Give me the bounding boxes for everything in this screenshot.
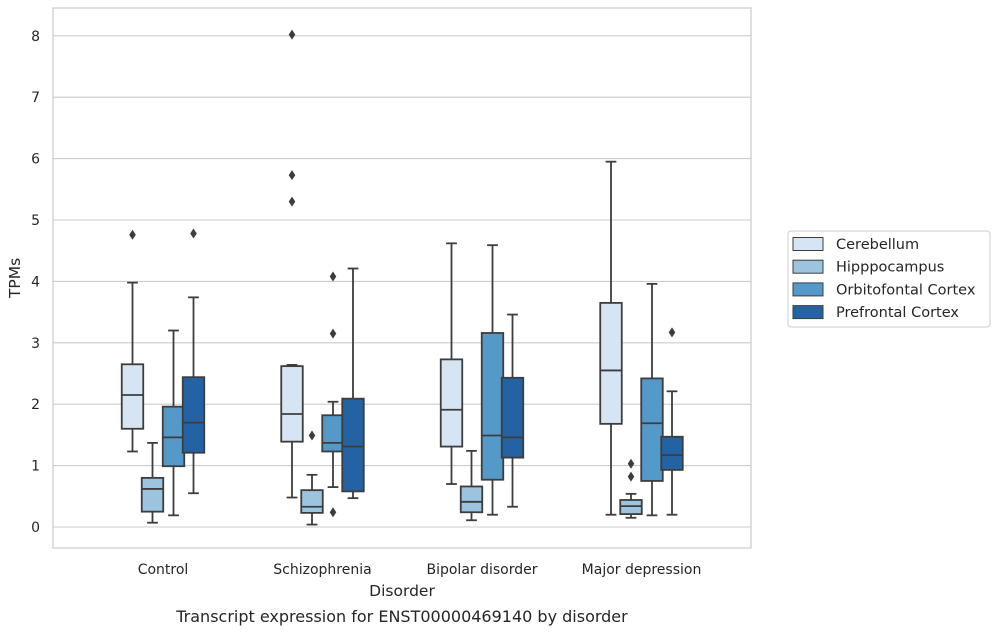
legend-swatch bbox=[792, 237, 824, 251]
box-iqr bbox=[280, 365, 304, 443]
y-tick-label: 5 bbox=[31, 213, 40, 229]
box-cerebellum bbox=[120, 229, 145, 453]
box-hipppocampus bbox=[300, 430, 324, 526]
box-iqr bbox=[660, 435, 684, 471]
outlier-point bbox=[329, 271, 337, 282]
x-tick-label: Major depression bbox=[582, 562, 702, 578]
box-iqr bbox=[161, 405, 186, 468]
y-tick-label: 2 bbox=[31, 397, 40, 413]
legend-swatch bbox=[792, 259, 824, 274]
box-iqr bbox=[640, 377, 664, 482]
outlier-point bbox=[627, 458, 635, 469]
box-iqr bbox=[500, 376, 525, 459]
grid-lines bbox=[53, 35, 751, 528]
box-hipppocampus bbox=[140, 441, 165, 524]
legend-label: Cerebellum bbox=[836, 237, 919, 253]
box-iqr bbox=[480, 332, 505, 481]
x-tick-labels: Control Schizophrenia Bipolar disorder Majo… bbox=[138, 562, 702, 578]
x-tick-label: Schizophrenia bbox=[273, 562, 371, 578]
box-prefrontal-cortex bbox=[181, 228, 206, 495]
y-tick-label: 7 bbox=[31, 90, 40, 106]
y-tick-label: 1 bbox=[31, 459, 40, 475]
legend-swatch bbox=[792, 305, 824, 320]
outlier-point bbox=[329, 328, 337, 339]
box-iqr bbox=[120, 363, 145, 430]
y-tick-labels: 0 1 2 3 4 5 6 7 8 bbox=[31, 29, 40, 536]
outlier-point bbox=[288, 170, 296, 181]
legend-label: Prefrontal Cortex bbox=[836, 305, 959, 321]
y-tick-label: 6 bbox=[31, 152, 40, 168]
y-tick-label: 0 bbox=[31, 520, 40, 536]
x-tick-label: Control bbox=[138, 562, 189, 578]
figure-caption: Transcript expression for ENST0000046914… bbox=[175, 607, 628, 626]
outlier-point bbox=[190, 228, 197, 239]
box-orbitofontal-cortex bbox=[480, 244, 505, 516]
box-cerebellum bbox=[599, 160, 623, 516]
box-iqr bbox=[321, 414, 345, 453]
box-iqr bbox=[181, 376, 206, 454]
outlier-point bbox=[288, 196, 296, 207]
outlier-point bbox=[129, 229, 136, 240]
y-axis-label: TPMs bbox=[6, 258, 24, 299]
outlier-point bbox=[288, 29, 296, 40]
box-cerebellum bbox=[439, 242, 464, 485]
box-hipppocampus bbox=[619, 458, 643, 519]
box-prefrontal-cortex bbox=[660, 327, 684, 516]
legend-swatch bbox=[792, 282, 824, 297]
x-axis-label: Disorder bbox=[369, 582, 435, 600]
y-tick-label: 8 bbox=[31, 29, 40, 45]
box-iqr bbox=[341, 397, 365, 493]
legend-label: Orbitofontal Cortex bbox=[836, 282, 976, 298]
box-orbitofontal-cortex bbox=[321, 271, 345, 518]
plot-area bbox=[120, 29, 684, 526]
outlier-point bbox=[329, 507, 337, 518]
x-tick-label: Bipolar disorder bbox=[426, 562, 537, 578]
box-hipppocampus bbox=[459, 449, 484, 522]
legend: Cerebellum Hipppocampus Orbitofontal Corte… bbox=[787, 230, 991, 328]
box-prefrontal-cortex bbox=[341, 267, 365, 500]
box-iqr bbox=[300, 489, 324, 514]
box-iqr bbox=[140, 476, 165, 513]
box-iqr bbox=[439, 358, 464, 448]
box-iqr bbox=[459, 485, 484, 514]
outlier-point bbox=[308, 430, 316, 441]
legend-frame bbox=[787, 230, 991, 328]
box-cerebellum bbox=[280, 29, 304, 499]
outlier-point bbox=[627, 471, 635, 482]
legend-label: Hipppocampus bbox=[836, 260, 944, 276]
y-tick-label: 4 bbox=[31, 274, 40, 290]
outlier-point bbox=[668, 327, 676, 338]
plot-frame bbox=[52, 7, 752, 549]
box-iqr bbox=[619, 499, 643, 516]
box-iqr bbox=[599, 301, 623, 425]
box-prefrontal-cortex bbox=[500, 313, 525, 508]
y-tick-label: 3 bbox=[31, 336, 40, 352]
box-orbitofontal-cortex bbox=[640, 282, 664, 517]
